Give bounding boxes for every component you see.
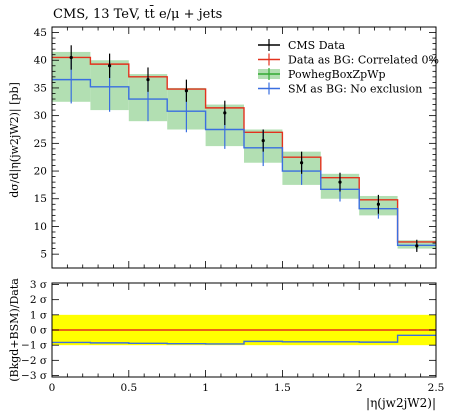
upper-y-tick-label: 30 xyxy=(34,110,47,122)
cms-data-point xyxy=(146,78,150,82)
ratio-sm-as-bg-line xyxy=(52,334,436,345)
cms-data-point xyxy=(415,244,419,248)
x-tick-label: 1 xyxy=(202,382,209,394)
x-tick-label: 2 xyxy=(356,382,363,394)
upper-y-tick-label: 45 xyxy=(34,27,47,39)
legend-entry-label: PowhegBoxZpWp xyxy=(288,68,386,81)
cms-data-point xyxy=(338,180,342,184)
ratio-y-tick-label: 2 σ xyxy=(30,294,47,306)
chart-title: CMS, 13 TeV, tt̄ e/μ + jets xyxy=(53,5,222,22)
x-axis-label: |η(jw2jW2)| xyxy=(366,396,436,410)
ratio-y-tick-label: 3 σ xyxy=(30,279,47,291)
x-tick-label: 2.5 xyxy=(428,382,445,394)
upper-plot-frame xyxy=(51,26,437,269)
ratio-y-axis-label: (Bkgd+BSM)/Data xyxy=(8,278,21,382)
cms-data-point xyxy=(223,111,227,115)
upper-y-tick-label: 20 xyxy=(34,166,47,178)
cms-data-point xyxy=(108,64,112,68)
ratio-y-tick-label: 1 σ xyxy=(30,309,47,321)
legend-entry-label: CMS Data xyxy=(288,39,346,52)
legend-entry-label: SM as BG: No exclusion xyxy=(288,83,422,96)
legend-entry-label: Data as BG: Correlated 0% xyxy=(288,54,439,67)
cms-data-point xyxy=(300,161,304,165)
cms-data-point xyxy=(69,55,73,60)
upper-y-tick-label: 40 xyxy=(34,55,47,67)
sm-as-bg-step-line xyxy=(52,78,436,246)
upper-y-axis-label: dσ/d|η(jw2jW2)| [pb] xyxy=(8,82,22,198)
ratio-y-tick-label: 0 σ xyxy=(30,325,47,337)
cms-data-point xyxy=(184,89,188,93)
x-tick-label: 0 xyxy=(49,382,56,394)
upper-y-tick-label: 5 xyxy=(40,249,47,261)
upper-y-tick-label: 25 xyxy=(34,138,47,150)
upper-y-tick-label: 10 xyxy=(34,221,47,233)
x-tick-label: 0.5 xyxy=(120,382,137,394)
ratio-y-tick-label: −3 σ xyxy=(21,370,47,382)
upper-plot: 5 10 15 20 25 30 35 40 45 xyxy=(34,26,437,269)
ratio-y-tick-label: −1 σ xyxy=(21,340,47,352)
ratio-plot: 3 σ 2 σ 1 σ 0 σ −1 σ −2 σ −3 σ0 0.5 1 1.5 2 2.5 xyxy=(21,279,444,394)
x-tick-label: 1.5 xyxy=(274,382,291,394)
cms-data-point xyxy=(376,202,380,206)
ratio-y-tick-label: −2 σ xyxy=(21,355,47,367)
cms-data-point xyxy=(261,138,265,143)
upper-y-tick-label: 15 xyxy=(34,193,47,205)
legend: CMS Data Data as BG: Correlated 0%PowhegB… xyxy=(258,39,439,96)
upper-y-tick-label: 35 xyxy=(34,82,47,94)
